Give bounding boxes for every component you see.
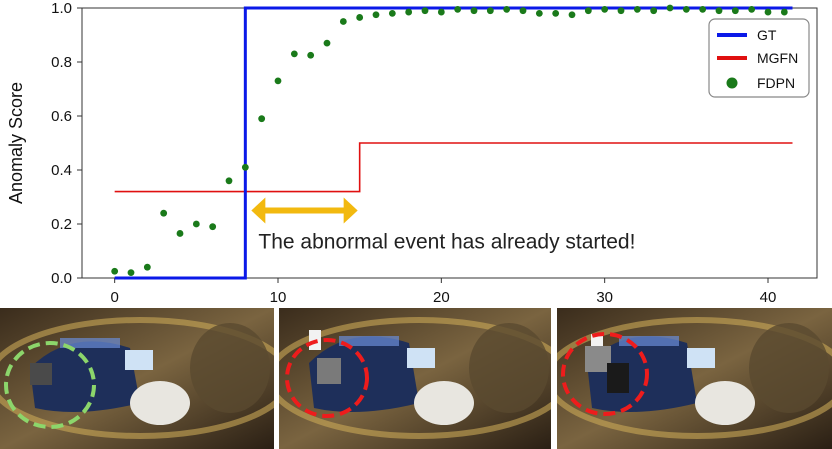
data-point-fdpn — [584, 7, 592, 15]
data-point-fdpn — [601, 5, 609, 13]
video-frame-1 — [0, 308, 274, 449]
data-point-fdpn — [780, 8, 788, 16]
data-point-fdpn — [715, 7, 723, 15]
y-tick-label: 0.4 — [51, 162, 72, 179]
data-point-fdpn — [160, 209, 168, 217]
data-point-fdpn — [176, 230, 184, 237]
annotation-text: The abnormal event has already started! — [258, 230, 635, 253]
data-point-fdpn — [192, 220, 200, 228]
data-point-fdpn — [143, 263, 151, 271]
video-frame-2 — [279, 308, 551, 449]
data-point-fdpn — [274, 77, 282, 85]
data-point-fdpn — [748, 5, 756, 13]
y-tick-label: 1.0 — [51, 0, 72, 17]
data-point-fdpn — [258, 115, 266, 123]
data-point-fdpn — [633, 5, 641, 13]
x-tick-label: 10 — [270, 289, 287, 306]
video-frames — [0, 308, 832, 449]
data-point-fdpn — [437, 8, 445, 16]
legend-box — [708, 18, 810, 98]
data-point-fdpn — [372, 11, 380, 19]
legend-label-fdpn: FDPN — [757, 75, 795, 91]
data-point-fdpn — [731, 7, 739, 15]
data-point-fdpn — [111, 267, 119, 275]
data-point-fdpn — [699, 5, 707, 13]
data-point-fdpn — [388, 10, 396, 17]
y-tick-label: 0.2 — [51, 216, 72, 233]
frame-1-highlight-circle — [4, 341, 96, 429]
data-point-fdpn — [666, 4, 674, 12]
data-point-fdpn — [454, 5, 462, 13]
legend-label-mgfn: MGFN — [757, 50, 798, 66]
data-point-fdpn — [127, 269, 135, 276]
data-point-fdpn — [568, 11, 576, 19]
data-point-fdpn — [486, 7, 494, 15]
series-line-mgfn — [114, 142, 793, 193]
x-tick-label: 20 — [433, 289, 450, 306]
data-point-fdpn — [682, 5, 690, 13]
series — [111, 4, 793, 280]
x-tick-label: 30 — [596, 289, 613, 306]
data-point-fdpn — [307, 51, 315, 59]
y-axis-label: Anomaly Score — [6, 82, 26, 204]
legend-marker-fdpn — [726, 77, 738, 89]
anomaly-score-chart: 0.0 0.2 0.4 0.6 0.8 1.0 0 10 20 30 40 Anomaly Sco… — [6, 0, 818, 306]
video-frame-3 — [557, 308, 832, 449]
annotation: The abnormal event has already started! — [251, 197, 635, 253]
x-tick-label: 0 — [110, 289, 118, 306]
data-point-fdpn — [356, 14, 364, 21]
data-point-fdpn — [764, 8, 772, 16]
data-point-fdpn — [339, 18, 347, 25]
data-point-fdpn — [535, 10, 543, 17]
data-point-fdpn — [405, 8, 413, 16]
y-tick-label: 0.0 — [51, 270, 72, 287]
data-point-fdpn — [421, 7, 429, 15]
data-point-fdpn — [225, 177, 233, 185]
frame-2-highlight-circle — [285, 338, 369, 418]
data-point-fdpn — [552, 10, 560, 17]
x-axis-ticks: 0 10 20 30 40 — [110, 278, 776, 306]
data-point-fdpn — [519, 7, 527, 15]
data-point-fdpn — [323, 39, 331, 47]
data-point-fdpn — [241, 163, 249, 171]
data-point-fdpn — [650, 7, 658, 15]
data-point-fdpn — [470, 7, 478, 15]
annotation-arrow-head-left — [251, 197, 266, 224]
data-point-fdpn — [209, 223, 217, 231]
series-line-gt — [114, 6, 793, 280]
y-tick-label: 0.8 — [51, 54, 72, 71]
legend: GT MGFN FDPN — [708, 18, 810, 98]
legend-label-gt: GT — [757, 27, 777, 43]
data-point-fdpn — [617, 7, 625, 15]
frame-3-highlight-circle — [561, 332, 649, 416]
x-tick-label: 40 — [760, 289, 777, 306]
data-point-fdpn — [503, 5, 511, 13]
y-axis-ticks: 0.0 0.2 0.4 0.6 0.8 1.0 — [51, 0, 82, 287]
data-point-fdpn — [290, 50, 298, 58]
y-tick-label: 0.6 — [51, 108, 72, 125]
annotation-arrow-head-right — [343, 197, 358, 224]
